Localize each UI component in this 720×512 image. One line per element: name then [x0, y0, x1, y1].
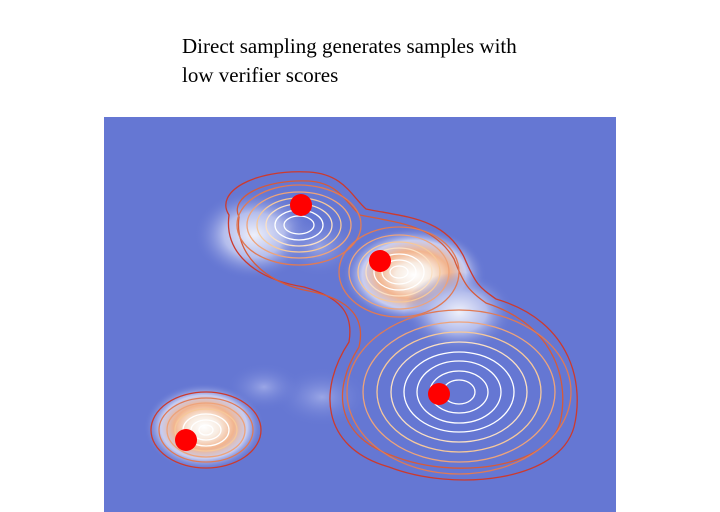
caption-line-2: low verifier scores — [182, 63, 339, 87]
outer-contours — [225, 171, 578, 481]
contours-mode-middle — [338, 226, 460, 318]
samples — [175, 194, 450, 451]
caption-line-1: Direct sampling generates samples with — [182, 34, 517, 58]
density-contour-plot — [104, 117, 616, 512]
contours-mode-lower-left — [150, 391, 262, 469]
sample-point — [290, 194, 312, 216]
sample-point — [428, 383, 450, 405]
contours-mode-lower-right — [346, 309, 572, 475]
figure-caption: Direct sampling generates samples with l… — [182, 32, 602, 90]
sample-point — [369, 250, 391, 272]
sample-point — [175, 429, 197, 451]
